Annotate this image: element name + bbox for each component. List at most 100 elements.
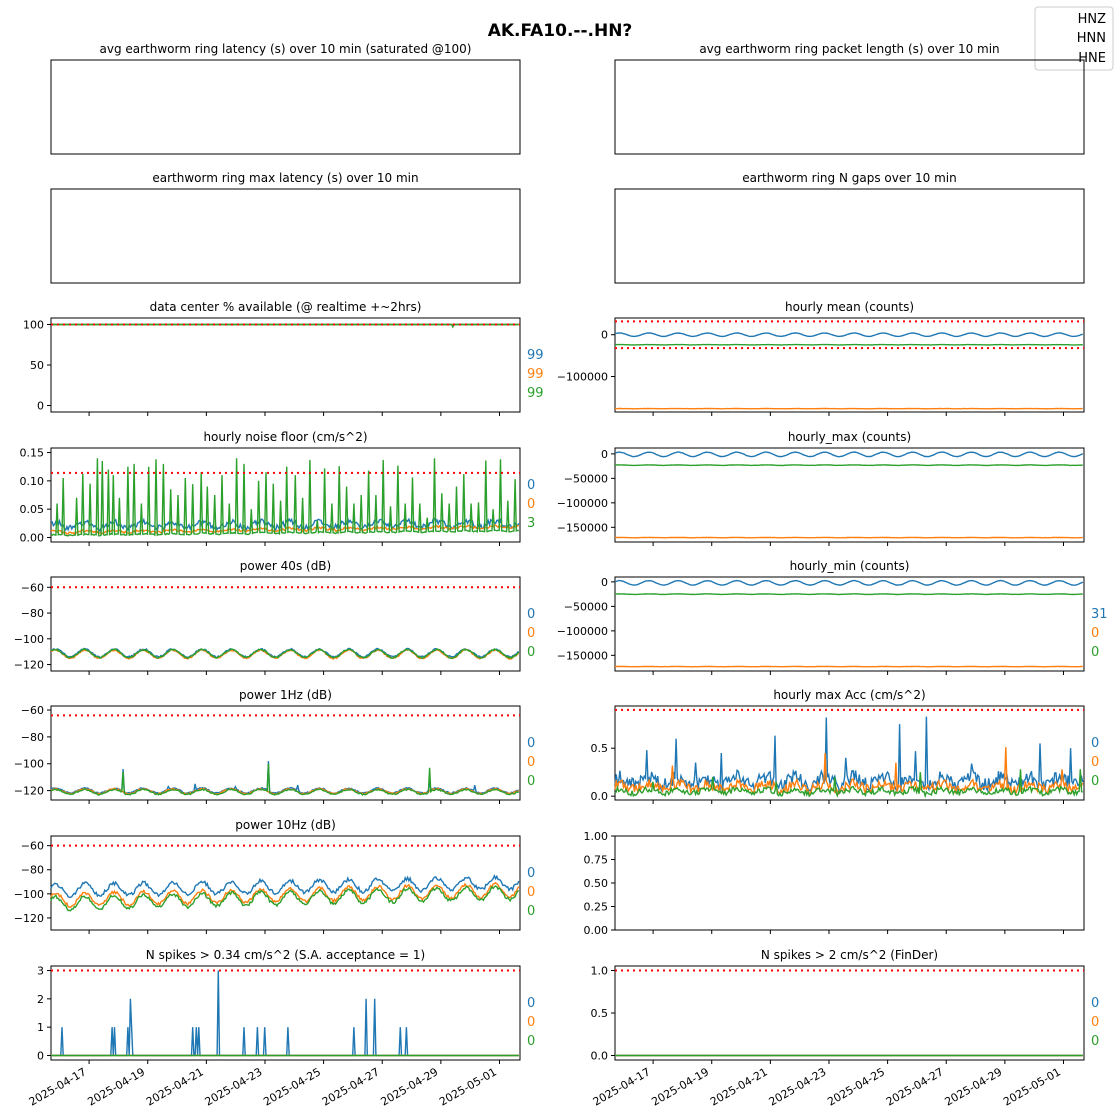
series-line-hnz <box>614 579 1084 586</box>
series-line-hne <box>50 763 520 796</box>
side-label-hnz: 0 <box>527 996 535 1011</box>
series-line-hne <box>51 323 519 329</box>
side-label-hne: 0 <box>527 904 535 919</box>
panel-title: power 1Hz (dB) <box>239 688 332 702</box>
side-label-hnz: 99 <box>527 348 544 363</box>
side-label-hne: 0 <box>527 1034 535 1049</box>
series-line-hnz <box>614 451 1084 458</box>
axes-frame <box>50 965 521 1061</box>
side-label-hnz: 0 <box>527 478 535 493</box>
y-tick-label: 0 <box>37 400 44 413</box>
axes-frame <box>50 835 521 931</box>
y-tick-label: 1.00 <box>584 830 609 843</box>
axes-frame <box>50 188 521 284</box>
y-tick-label: 0.75 <box>584 854 609 867</box>
axes-frame <box>614 576 1085 672</box>
side-label-hnz: 0 <box>527 736 535 751</box>
legend-frame <box>1034 6 1114 71</box>
panel-power_40s: power 40s (dB) −60 −80 −100 −120 0 0 0 <box>14 559 535 675</box>
series-line-hne <box>50 885 520 912</box>
side-label-hne: 0 <box>1091 774 1099 789</box>
panel-title: power 10Hz (dB) <box>235 818 336 832</box>
y-tick-label: −150000 <box>557 521 608 534</box>
axes-frame <box>50 705 521 801</box>
side-label-hne: 0 <box>527 774 535 789</box>
side-label-hne: 0 <box>1091 645 1099 660</box>
panel-title: hourly_min (counts) <box>790 559 910 573</box>
side-label-hnz: 0 <box>527 607 535 622</box>
panel-title: hourly mean (counts) <box>785 300 914 314</box>
side-label-hnn: 99 <box>527 367 544 382</box>
panel-hourly_min: hourly_min (counts) 0 −50000 −100000 −150000… <box>557 559 1108 675</box>
panel-max_acc: hourly max Acc (cm/s^2) 0.0 0.5 0 0 0 <box>591 688 1099 804</box>
y-tick-label: 0.25 <box>584 901 609 914</box>
side-label-hne: 3 <box>527 516 535 531</box>
side-label-hnn: 0 <box>527 1015 535 1030</box>
panel-title: hourly_max (counts) <box>788 430 911 444</box>
side-label-hnn: 0 <box>527 885 535 900</box>
y-tick-label: 0.0 <box>591 1049 609 1062</box>
panel-power_1hz: power 1Hz (dB) −60 −80 −100 −120 0 0 0 <box>14 688 535 804</box>
legend: HNZ HNN HNE <box>1034 6 1114 71</box>
panel-title: N spikes > 2 cm/s^2 (FinDer) <box>761 948 938 962</box>
y-tick-label: −100 <box>14 758 44 771</box>
panel-ngaps: earthworm ring N gaps over 10 min <box>614 171 1085 284</box>
y-tick-label: 0.10 <box>20 475 45 488</box>
y-tick-label: 0.5 <box>591 1007 609 1020</box>
panel-packet_len: avg earthworm ring packet length (s) ove… <box>614 42 1085 155</box>
y-tick-label: −120 <box>14 785 44 798</box>
side-label-hnz: 0 <box>527 866 535 881</box>
series-line-hne <box>50 647 520 660</box>
y-tick-label: −120 <box>14 912 44 925</box>
axes-frame <box>614 317 1085 413</box>
y-tick-label: 0.5 <box>591 742 609 755</box>
panel-title: data center % available (@ realtime +~2h… <box>150 300 422 314</box>
axes-frame <box>50 447 521 543</box>
side-label-hnz: 31 <box>1091 607 1108 622</box>
series-line-hnz <box>614 332 1083 338</box>
y-tick-label: 0.15 <box>20 447 45 460</box>
axes-frame <box>614 188 1085 284</box>
panel-title: power 40s (dB) <box>240 559 331 573</box>
y-tick-label: −80 <box>21 607 44 620</box>
y-tick-label: 0 <box>601 329 608 342</box>
series-line-hne <box>615 593 1083 596</box>
y-tick-label: 1.0 <box>591 965 609 978</box>
y-tick-label: −50000 <box>564 472 608 485</box>
side-label-hnz: 0 <box>1091 736 1099 751</box>
y-tick-label: −100 <box>14 633 44 646</box>
y-tick-label: −50000 <box>564 600 608 613</box>
side-label-hnn: 0 <box>1091 626 1099 641</box>
y-tick-label: 0 <box>601 448 608 461</box>
y-tick-label: 2 <box>37 993 44 1006</box>
panel-pct_avail: data center % available (@ realtime +~2h… <box>23 300 544 416</box>
panel-title: N spikes > 0.34 cm/s^2 (S.A. acceptance … <box>146 948 425 962</box>
y-tick-label: −100 <box>14 888 44 901</box>
panel-title: hourly max Acc (cm/s^2) <box>773 688 925 702</box>
legend-entry-hne: HNE <box>1078 51 1106 66</box>
y-tick-label: −150000 <box>557 649 608 662</box>
axes-frame <box>614 447 1085 543</box>
side-label-hnn: 0 <box>1091 755 1099 770</box>
y-tick-label: 0 <box>37 1049 44 1062</box>
series-line-hnn <box>50 882 520 909</box>
side-label-hne: 0 <box>527 645 535 660</box>
y-tick-label: 0.00 <box>584 924 609 937</box>
y-tick-label: 0.50 <box>584 877 609 890</box>
panel-noise_floor: hourly noise floor (cm/s^2) 0.00 0.05 0.10 0… <box>20 430 535 546</box>
y-tick-label: −60 <box>21 581 44 594</box>
y-tick-label: 1 <box>37 1021 44 1034</box>
series-line-hne <box>50 458 520 537</box>
panel-hourly_mean: hourly mean (counts) 0 −100000 <box>557 300 1085 416</box>
y-tick-label: −100000 <box>557 625 608 638</box>
y-tick-label: 0.00 <box>20 531 45 544</box>
side-label-hne: 99 <box>527 386 544 401</box>
panel-title: earthworm ring max latency (s) over 10 m… <box>152 171 418 185</box>
side-label-hnn: 0 <box>527 626 535 641</box>
y-tick-label: 50 <box>30 359 44 372</box>
side-label-hnz: 0 <box>1091 996 1099 1011</box>
side-label-hnn: 0 <box>1091 1015 1099 1030</box>
y-tick-label: −100000 <box>557 497 608 510</box>
